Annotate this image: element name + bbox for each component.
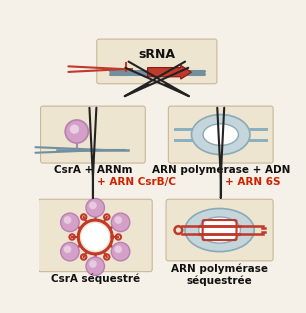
Text: + ARN 6S: + ARN 6S <box>225 177 280 187</box>
Ellipse shape <box>199 217 241 243</box>
Text: ARN polymérase
séquestrée: ARN polymérase séquestrée <box>171 263 268 286</box>
Circle shape <box>64 245 71 253</box>
Circle shape <box>65 120 88 143</box>
Text: sRNA: sRNA <box>138 48 175 61</box>
Circle shape <box>111 213 130 232</box>
Circle shape <box>64 216 71 224</box>
Circle shape <box>70 125 79 134</box>
Text: CsrA + ARNm: CsrA + ARNm <box>54 165 132 175</box>
Circle shape <box>61 213 79 232</box>
Text: ARN polymérase + ADN: ARN polymérase + ADN <box>151 165 290 175</box>
FancyArrow shape <box>147 65 192 79</box>
Circle shape <box>81 223 109 251</box>
Circle shape <box>61 242 79 261</box>
Circle shape <box>114 245 122 253</box>
Circle shape <box>89 202 97 209</box>
Circle shape <box>86 198 104 217</box>
Circle shape <box>114 216 122 224</box>
Circle shape <box>89 260 97 268</box>
Ellipse shape <box>203 124 238 145</box>
Text: CsrA séquestré: CsrA séquestré <box>51 273 140 284</box>
FancyBboxPatch shape <box>41 106 145 163</box>
FancyBboxPatch shape <box>168 106 273 163</box>
FancyBboxPatch shape <box>166 199 273 261</box>
Text: + ARN CsrB/C: + ARN CsrB/C <box>97 177 176 187</box>
Circle shape <box>111 242 130 261</box>
Ellipse shape <box>185 208 254 252</box>
Ellipse shape <box>192 115 250 155</box>
FancyBboxPatch shape <box>38 199 152 272</box>
Circle shape <box>86 257 104 275</box>
FancyBboxPatch shape <box>97 39 217 84</box>
